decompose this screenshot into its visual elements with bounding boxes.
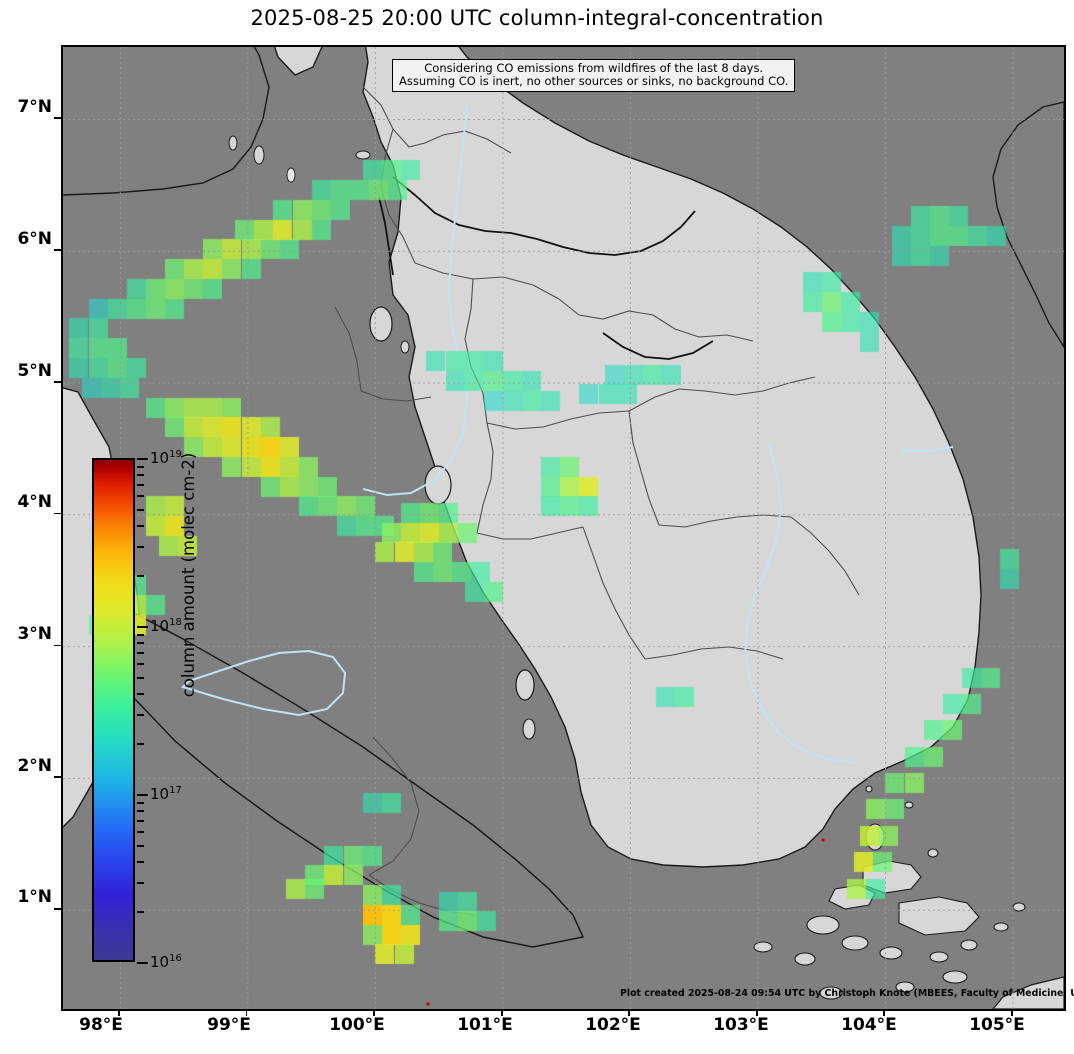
- colorbar: [92, 458, 135, 962]
- colorbar-tick: [137, 713, 144, 716]
- colorbar-tick: [137, 626, 148, 628]
- axis-tick: [373, 1009, 375, 1016]
- axis-tick: [54, 908, 61, 910]
- colorbar-label-1e19: 1019: [150, 449, 182, 467]
- y-tick-2n: 2°N: [17, 756, 52, 776]
- axis-tick: [54, 117, 61, 120]
- y-tick-1n: 1°N: [17, 887, 52, 907]
- axis-tick: [628, 1009, 631, 1016]
- colorbar-tick: [137, 652, 144, 654]
- x-tick-100e: 100°E: [329, 1015, 385, 1035]
- page-title: 2025-08-25 20:00 UTC column-integral-con…: [250, 6, 824, 30]
- x-tick-101e: 101°E: [457, 1015, 513, 1035]
- colorbar-tick: [137, 820, 144, 822]
- axis-tick: [1010, 1009, 1013, 1016]
- colorbar-tick: [137, 801, 144, 804]
- y-tick-4n: 4°N: [17, 492, 52, 512]
- axis-tick: [54, 776, 61, 778]
- colorbar-label-1e16: 1016: [150, 953, 182, 971]
- co-column-heatmap: [63, 47, 1064, 1009]
- x-tick-98e: 98°E: [79, 1015, 123, 1035]
- annotation-line-2: Assuming CO is inert, no other sources o…: [399, 73, 789, 88]
- x-tick-104e: 104°E: [841, 1015, 897, 1035]
- colorbar-tick: [137, 743, 144, 746]
- axis-tick: [54, 249, 61, 251]
- plot-credit: Plot created 2025-08-24 09:54 UTC by Chr…: [620, 988, 1074, 999]
- colorbar-tick: [137, 474, 144, 477]
- colorbar-tick: [137, 962, 148, 964]
- colorbar-tick: [137, 465, 144, 468]
- axis-tick: [755, 1009, 758, 1016]
- y-tick-3n: 3°N: [17, 624, 52, 644]
- lat-lon-gridlines: [63, 47, 1064, 1009]
- colorbar-tick: [137, 692, 144, 695]
- x-tick-105e: 105°E: [969, 1015, 1025, 1035]
- y-tick-6n: 6°N: [17, 229, 52, 249]
- x-tick-102e: 102°E: [585, 1015, 641, 1035]
- annotation-box: Considering CO emissions from wildfires …: [392, 59, 796, 92]
- y-tick-7n: 7°N: [17, 97, 52, 117]
- colorbar-tick: [137, 860, 144, 863]
- axis-tick: [118, 1009, 120, 1016]
- axis-tick: [54, 381, 61, 383]
- colorbar-tick: [137, 881, 144, 884]
- colorbar-tick: [137, 495, 144, 498]
- colorbar-label-1e17: 1017: [150, 785, 182, 803]
- colorbar-tick: [137, 794, 148, 796]
- colorbar-tick: [137, 810, 144, 813]
- axis-tick: [500, 1009, 503, 1016]
- colorbar-tick: [137, 663, 144, 666]
- colorbar-tick: [137, 484, 144, 486]
- colorbar-tick: [137, 458, 148, 460]
- annotation-line-1: Considering CO emissions from wildfires …: [424, 61, 764, 75]
- colorbar-label-1e18: 1018: [150, 617, 182, 635]
- colorbar-tick: [137, 575, 144, 578]
- colorbar-tick: [137, 508, 144, 511]
- axis-tick: [54, 512, 61, 515]
- axis-tick: [245, 1009, 248, 1016]
- colorbar-axis-title: column amount (molec cm-2): [179, 452, 198, 698]
- colorbar-tick: [137, 911, 144, 914]
- map-plot-area[interactable]: [61, 45, 1066, 1011]
- colorbar-tick: [137, 844, 144, 847]
- colorbar-tick: [137, 633, 144, 636]
- axis-tick: [883, 1009, 886, 1016]
- colorbar-tick: [137, 545, 144, 548]
- map-canvas-clip: [63, 47, 1064, 1009]
- colorbar-tick: [137, 642, 144, 645]
- colorbar-tick: [137, 676, 144, 679]
- x-tick-103e: 103°E: [713, 1015, 769, 1035]
- y-tick-5n: 5°N: [17, 361, 52, 381]
- colorbar-tick: [137, 831, 144, 834]
- colorbar-tick: [137, 524, 144, 527]
- x-tick-99e: 99°E: [207, 1015, 251, 1035]
- axis-tick: [54, 644, 61, 647]
